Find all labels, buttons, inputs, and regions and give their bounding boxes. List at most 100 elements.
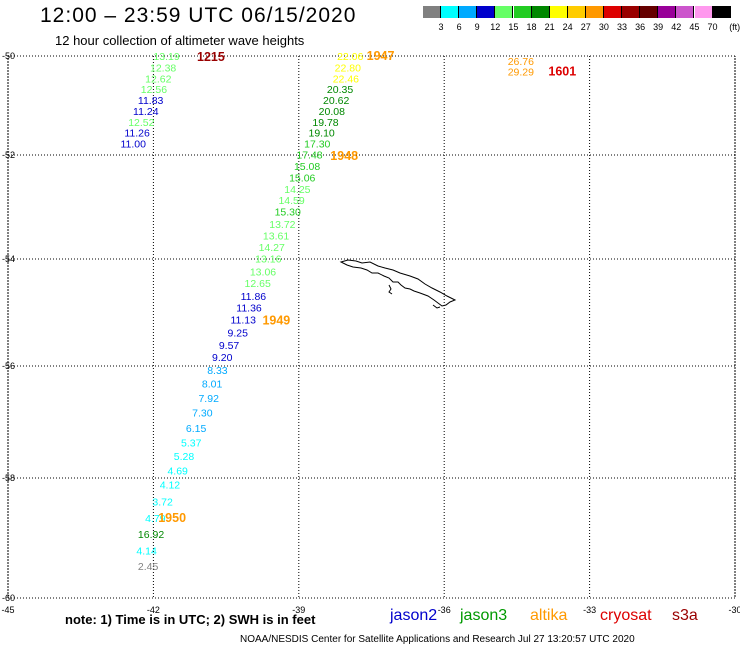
legend-label: 21 [544,22,555,32]
satellite-altika: altika [530,607,568,624]
legend-swatch [549,6,568,18]
satellite-jason3: jason3 [460,607,508,624]
legend-label: 36 [635,22,646,32]
legend-swatch [477,6,496,18]
wave-height-label: 11.83 [138,95,164,107]
legend-swatch [622,6,641,18]
wave-height-labels: 13.1912.3812.6212.5611.8311.2412.5211.26… [120,51,534,573]
pass-time-label: 1949 [262,314,290,328]
lon-tick-label: -45 [1,605,14,615]
lon-tick-label: -36 [438,605,451,615]
lat-tick-label: -58 [2,473,15,483]
pass-time-label: 1601 [548,64,576,78]
legend-swatch [567,6,586,18]
wave-height-label: 9.57 [219,340,240,352]
wave-height-label: 29.29 [508,66,534,78]
legend-label: 33 [616,22,627,32]
legend-label: 30 [598,22,609,32]
wave-height-label: 12.65 [245,278,271,290]
legend-swatch [459,6,478,18]
legend-swatch [712,6,731,18]
lat-tick-label: -50 [2,51,15,61]
wave-height-label: 13.19 [153,51,179,63]
wave-height-label: 4.79 [145,513,166,525]
lat-tick-label: -52 [2,150,15,160]
lon-tick-label: -30 [728,605,740,615]
legend-label: 3 [438,22,444,32]
legend-label: 45 [689,22,700,32]
lon-tick-label: -39 [292,605,305,615]
wave-height-label: 11.24 [133,106,159,118]
wave-height-label: 4.69 [167,466,188,478]
wave-height-label: 11.86 [241,291,267,303]
axis-tick-labels: -45 -42 -39 -36 -33 -30 -50 -52 -54 -56 -58 -60 [1,51,740,615]
pass-time-label: 1947 [367,49,395,63]
legend-label: 12 [490,22,501,32]
map-subtitle: 12 hour collection of altimeter wave hei… [55,33,305,48]
map-title: 12:00 – 23:59 UTC 06/15/2020 [40,4,357,27]
pass-time-label: 1950 [158,511,186,525]
legend-label: 24 [562,22,573,32]
wave-height-label: 11.26 [124,128,150,140]
wave-height-label: 12.62 [145,73,171,85]
wave-height-label: 14.27 [259,242,285,254]
legend-swatch [423,6,441,18]
wave-height-label: 13.06 [250,266,276,278]
wave-height-label: 6.15 [186,423,207,435]
legend-label: 42 [671,22,682,32]
legend-swatch [658,6,677,18]
legend-swatch [513,6,532,18]
legend-unit: (ft) [729,22,740,32]
legend-swatch [604,6,622,18]
wave-height-label: 13.61 [263,231,289,243]
wave-height-label: 17.48 [296,150,322,162]
legend-label: 6 [456,22,462,32]
legend-swatch [495,6,514,18]
wave-height-label: 15.30 [275,207,301,219]
wave-height-label: 19.10 [308,128,334,140]
wave-height-label: 11.00 [120,139,146,151]
wave-height-label: 17.30 [304,139,330,151]
credit-line: NOAA/NESDIS Center for Satellite Applica… [240,634,635,645]
wave-height-label: 12.56 [141,84,167,96]
wave-height-label: 14.59 [278,195,304,207]
wave-height-label: 7.92 [198,393,219,405]
pass-time-label: 1215 [197,50,225,64]
wave-height-label: 22.46 [333,73,359,85]
wave-height-label: 13.72 [269,219,295,231]
pass-time-labels: 1215 1947 1948 1949 1950 1601 [158,49,576,525]
legend-swatch [676,6,695,18]
wave-height-label: 14.25 [284,184,310,196]
map-frame [7,55,736,599]
wave-height-label: 12.52 [128,117,154,129]
legend-swatch [694,6,713,18]
wave-height-label: 26.76 [508,56,534,68]
wave-height-label: 15.06 [289,172,315,184]
wave-height-label: 9.20 [212,352,233,364]
legend-swatch [531,6,550,18]
legend-label: 9 [474,22,480,32]
lon-tick-label: -33 [583,605,596,615]
wave-height-label: 2.45 [138,561,159,573]
lat-tick-label: -60 [2,593,15,603]
wave-height-label: 7.30 [192,407,213,419]
wave-height-label: 22.80 [335,62,361,74]
legend-label: 18 [526,22,537,32]
legend-swatch [585,6,604,18]
wave-height-label: 22.06 [337,51,363,63]
wave-height-label: 5.37 [181,438,202,450]
legend-label: 15 [508,22,519,32]
wave-height-label: 9.25 [228,327,249,339]
lat-lon-grid [7,55,736,599]
wave-height-label: 8.33 [207,365,228,377]
wave-height-label: 3.72 [152,496,173,508]
wave-height-label: 20.08 [319,106,345,118]
wave-height-label: 4.12 [160,480,181,492]
satellite-jason2: jason2 [390,607,438,624]
wave-height-label: 16.92 [138,529,164,541]
wave-height-label: 13.16 [255,253,281,265]
wave-height-label: 19.78 [312,117,338,129]
lon-tick-label: -42 [147,605,160,615]
satellite-cryosat: cryosat [600,607,652,624]
